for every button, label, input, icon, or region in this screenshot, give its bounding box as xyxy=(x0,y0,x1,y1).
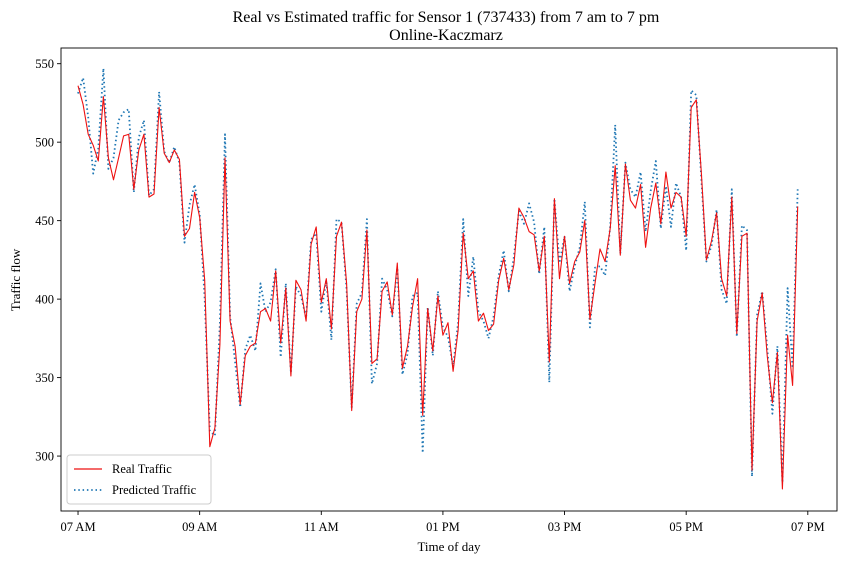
y-tick-label: 450 xyxy=(35,214,54,228)
x-tick-label: 07 AM xyxy=(60,520,95,534)
plot-frame xyxy=(60,47,838,512)
y-tick-label: 350 xyxy=(35,371,54,385)
axis-ticks: 300 350 400 450 500 550 07 AM 09 AM 11 AM 01 PM 03… xyxy=(35,57,824,534)
legend-label-predicted: Predicted Traffic xyxy=(112,483,197,497)
y-tick-label: 500 xyxy=(35,136,54,150)
y-tick-label: 300 xyxy=(35,450,54,464)
real-traffic-line xyxy=(77,85,799,490)
plot-lines xyxy=(77,67,799,490)
y-tick-label: 550 xyxy=(35,57,54,71)
legend-label-real: Real Traffic xyxy=(112,462,172,476)
x-tick-label: 05 PM xyxy=(669,520,703,534)
chart-title: Real vs Estimated traffic for Sensor 1 (… xyxy=(233,9,660,26)
x-tick-label: 09 AM xyxy=(182,520,217,534)
x-tick-label: 07 PM xyxy=(791,520,825,534)
chart-subtitle: Online-Kaczmarz xyxy=(389,27,503,44)
x-tick-label: 03 PM xyxy=(548,520,582,534)
x-axis-label: Time of day xyxy=(417,539,481,554)
y-axis-label: Traffic flow xyxy=(8,248,23,311)
legend: Real Traffic Predicted Traffic xyxy=(66,454,212,505)
x-tick-label: 11 AM xyxy=(304,520,339,534)
legend-box xyxy=(66,454,212,505)
y-tick-label: 400 xyxy=(35,293,54,307)
x-tick-label: 01 PM xyxy=(426,520,460,534)
